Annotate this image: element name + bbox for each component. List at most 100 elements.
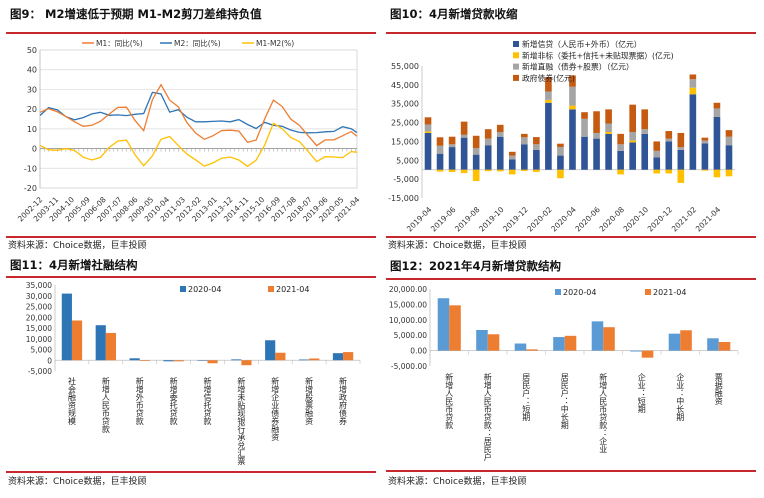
y-tick-label: 0 (32, 145, 37, 154)
bar-segment (617, 169, 624, 175)
bar-segment (605, 133, 612, 170)
bar-segment (689, 74, 697, 80)
x-tick-label: 2019-04 (405, 205, 434, 234)
series-line-2 (39, 122, 358, 168)
y-tick-label: -20 (24, 184, 37, 193)
bar-segment (460, 169, 468, 174)
bar-segment (484, 169, 492, 172)
bar-segment (533, 169, 540, 172)
bar-segment (725, 130, 733, 137)
bar-segment (677, 132, 685, 148)
bar-segment (484, 138, 492, 146)
bar-2020-04 (630, 350, 642, 352)
bar-segment (653, 157, 661, 170)
bar-segment (424, 124, 432, 132)
legend-swatch (268, 286, 274, 292)
bar-segment (617, 150, 624, 170)
legend-label: M1-M2(%) (256, 39, 294, 48)
legend-swatch (513, 52, 519, 59)
bar-segment (605, 109, 612, 124)
bar-segment (508, 151, 516, 156)
bar-segment (424, 132, 432, 170)
bar-segment (713, 169, 721, 178)
y-tick-label: 5,000 (396, 156, 419, 165)
bar-segment (472, 169, 480, 182)
category-label: 新增未贴现银行承兑汇票 (237, 376, 246, 465)
bar-segment (496, 169, 504, 172)
bar-segment (653, 169, 661, 174)
bar-segment (521, 133, 528, 138)
y-tick-label: -5,000 (28, 367, 52, 376)
bar-segment (725, 145, 733, 170)
legend-label: 政府债券(亿元) (522, 73, 575, 83)
y-tick-label: 35,000 (26, 281, 52, 290)
y-tick-label: 20 (27, 105, 37, 114)
x-tick-label: 2021-04 (694, 205, 723, 234)
bar-segment (484, 129, 492, 139)
title-divider (386, 278, 756, 280)
category-label: 新增人民币贷款：居民户 (483, 372, 492, 462)
bar-2020-04 (61, 293, 72, 361)
bar-segment (569, 86, 576, 106)
source-note: 资料来源：Choice数据，巨丰投顾 (388, 477, 527, 487)
category-label: 新增人民币贷款 (101, 376, 110, 434)
bar-segment (424, 131, 432, 133)
legend-label: 新增非标（委托+信托+未贴现票据）(亿元) (522, 50, 674, 60)
y-tick-label: 45,000 (391, 81, 419, 90)
bar-segment (677, 169, 685, 183)
bar-segment (424, 117, 432, 125)
legend-label: 新增信贷（人民币+外币）（亿元） (522, 39, 642, 49)
bar-2020-04 (129, 358, 140, 361)
legend-swatch (513, 74, 519, 81)
category-label: 居民户：短期 (522, 373, 531, 422)
bar-segment (545, 77, 552, 92)
bar-2021-04 (449, 305, 461, 351)
bar-segment (508, 159, 516, 170)
series-line-1 (39, 91, 358, 134)
y-tick-label: 30,000 (26, 292, 52, 301)
category-label: 新增企业债券融资 (271, 376, 280, 442)
title-divider (386, 32, 756, 34)
legend-swatch (513, 41, 519, 47)
bar-2020-04 (231, 359, 242, 361)
bar-segment (701, 169, 709, 171)
bar-segment (605, 123, 612, 132)
y-tick-label: 25,000 (391, 119, 419, 128)
title-divider (6, 32, 376, 34)
bar-2021-04 (343, 352, 354, 361)
bar-segment (521, 137, 528, 145)
y-tick-label: 30 (27, 85, 37, 94)
bar-segment (569, 75, 576, 87)
legend-label: M1：同比(%) (96, 38, 143, 48)
x-tick-label: 2020-02 (525, 205, 554, 234)
x-tick-label: 2020-06 (573, 205, 602, 234)
figure-title: 图10：4月新增贷款收缩 (390, 7, 518, 21)
bar-segment (521, 169, 528, 172)
figure-title: 图9： M2增速低于预期 M1-M2剪刀差维持负值 (10, 7, 262, 21)
legend-label: 2021-04 (276, 285, 309, 294)
category-label: 居民户：中长期 (560, 373, 569, 430)
series-line-0 (39, 83, 358, 147)
bar-2020-04 (437, 298, 450, 351)
bar-segment (581, 118, 588, 137)
bar-segment (593, 111, 600, 133)
bar-segment (436, 145, 444, 154)
bar-segment (557, 169, 564, 179)
bar-segment (557, 155, 564, 170)
category-label: 新增外币贷款 (135, 376, 144, 426)
x-tick-label: 2020-12 (646, 205, 675, 234)
bar-segment (545, 99, 552, 103)
bar-segment (460, 137, 468, 170)
legend-label: M2：同比(%) (174, 38, 221, 48)
figure-9-panel: 图9： M2增速低于预期 M1-M2剪刀差维持负值 50 40 30 20 10 0 -10… (0, 0, 382, 251)
bar-2021-04 (207, 360, 218, 364)
bar-segment (496, 136, 504, 170)
bar-segment (436, 137, 444, 146)
category-label: 企业：中长期 (676, 372, 685, 422)
bar-segment (725, 169, 733, 177)
y-tick-label: 10,000 (26, 335, 52, 344)
bar-2020-04 (332, 353, 344, 361)
y-tick-label: 15,000.00 (389, 300, 427, 309)
new-loans-stacked-bar-chart: 55,000 45,000 35,000 25,000 15,000 5,000 -5,00… (388, 39, 735, 234)
